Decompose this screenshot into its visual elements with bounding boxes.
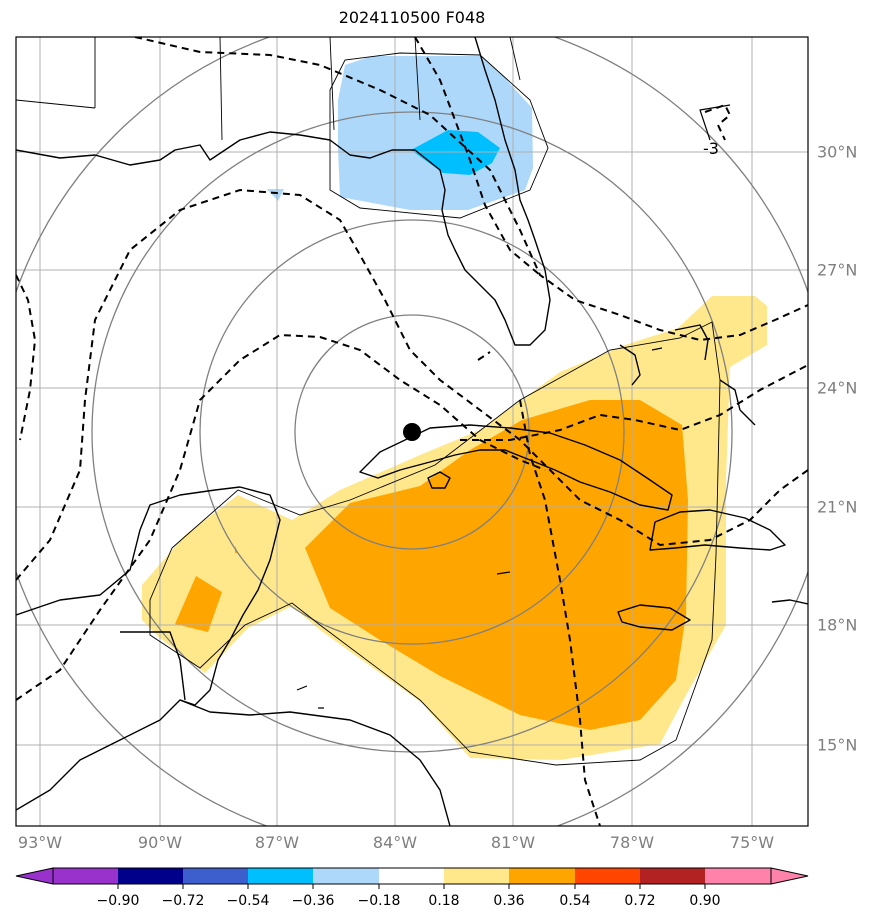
region-outline [149, 321, 721, 766]
lat-label-18n: 18°N [817, 615, 858, 635]
colorbar-bin-3 [183, 868, 248, 884]
colorbar-tick-label: −0.54 [226, 893, 270, 909]
map-frame [15, 36, 809, 827]
us-state-borders [16, 37, 521, 141]
lon-label-75w: 75°W [729, 833, 775, 852]
colorbar-bin-10 [640, 868, 705, 884]
range-rings [16, 37, 808, 826]
lat-label-24n: 24°N [817, 378, 858, 398]
lon-label-84w: 84°W [372, 833, 418, 852]
orange-region [305, 400, 688, 730]
storm-center-marker [403, 423, 421, 441]
isla-juventud-outline [427, 471, 451, 489]
colorbar-bin-7 [444, 868, 509, 884]
lon-label-81w: 81°W [490, 833, 536, 852]
gridlines [16, 37, 808, 826]
gulf-coast-outline [16, 37, 551, 346]
colorbar [15, 867, 809, 889]
colorbar-tick-label: 0.36 [493, 893, 525, 909]
yucatan-interior-border [120, 631, 186, 701]
colorbar-bin-6 [379, 868, 444, 884]
map-title: 2024110500 F048 [338, 8, 486, 27]
lon-label-90w: 90°W [137, 833, 183, 852]
colorbar-bin-8 [509, 868, 575, 884]
colorbar-extend-high [770, 867, 809, 885]
orange-patch [175, 576, 222, 632]
colorbar-bin-1 [53, 868, 118, 884]
colorbar-tick-label: −0.90 [96, 893, 140, 909]
light-blue-patch [267, 189, 284, 201]
colorbar-bin-2 [118, 868, 183, 884]
colorbar-extend-low [15, 867, 54, 885]
lon-label-87w: 87°W [254, 833, 300, 852]
light-blue-region [338, 56, 533, 210]
colorbar-tick-label: −0.36 [291, 893, 335, 909]
contour-label: -3 [703, 139, 719, 158]
small-islands [296, 104, 731, 709]
lat-label-21n: 21°N [817, 497, 858, 517]
lon-label-78w: 78°W [609, 833, 655, 852]
colorbar-tick-label: 0.72 [624, 893, 656, 909]
yucatan-outline [16, 486, 281, 811]
colorbar-tick-label: 0.90 [689, 893, 721, 909]
puerto-rico-outline [771, 599, 808, 605]
dashed-contours [16, 37, 808, 826]
colorbar-tick-label: 0.54 [559, 893, 591, 909]
colorbar-bin-9 [575, 868, 640, 884]
lon-label-93w: 93°W [17, 833, 63, 852]
jamaica-outline [617, 604, 691, 631]
lat-label-27n: 27°N [817, 260, 858, 280]
central-america-outline [179, 699, 451, 826]
colorbar-tick-label: −0.18 [357, 893, 401, 909]
colorbar-bin-5 [313, 868, 379, 884]
colorbar-ticks [117, 884, 706, 889]
lat-label-30n: 30°N [817, 142, 858, 162]
shaded-fields [142, 56, 767, 760]
region-outline-north [329, 52, 549, 219]
colorbar-bin-11 [705, 868, 771, 884]
hispaniola-outline [649, 509, 786, 551]
colorbar-frame [52, 867, 772, 885]
bahamas-outline [619, 324, 756, 426]
colorbar-tick-label: −0.72 [161, 893, 205, 909]
lat-label-15n: 15°N [817, 735, 858, 755]
colorbar-tick-label: 0.18 [428, 893, 460, 909]
colorbar-bin-4 [248, 868, 313, 884]
